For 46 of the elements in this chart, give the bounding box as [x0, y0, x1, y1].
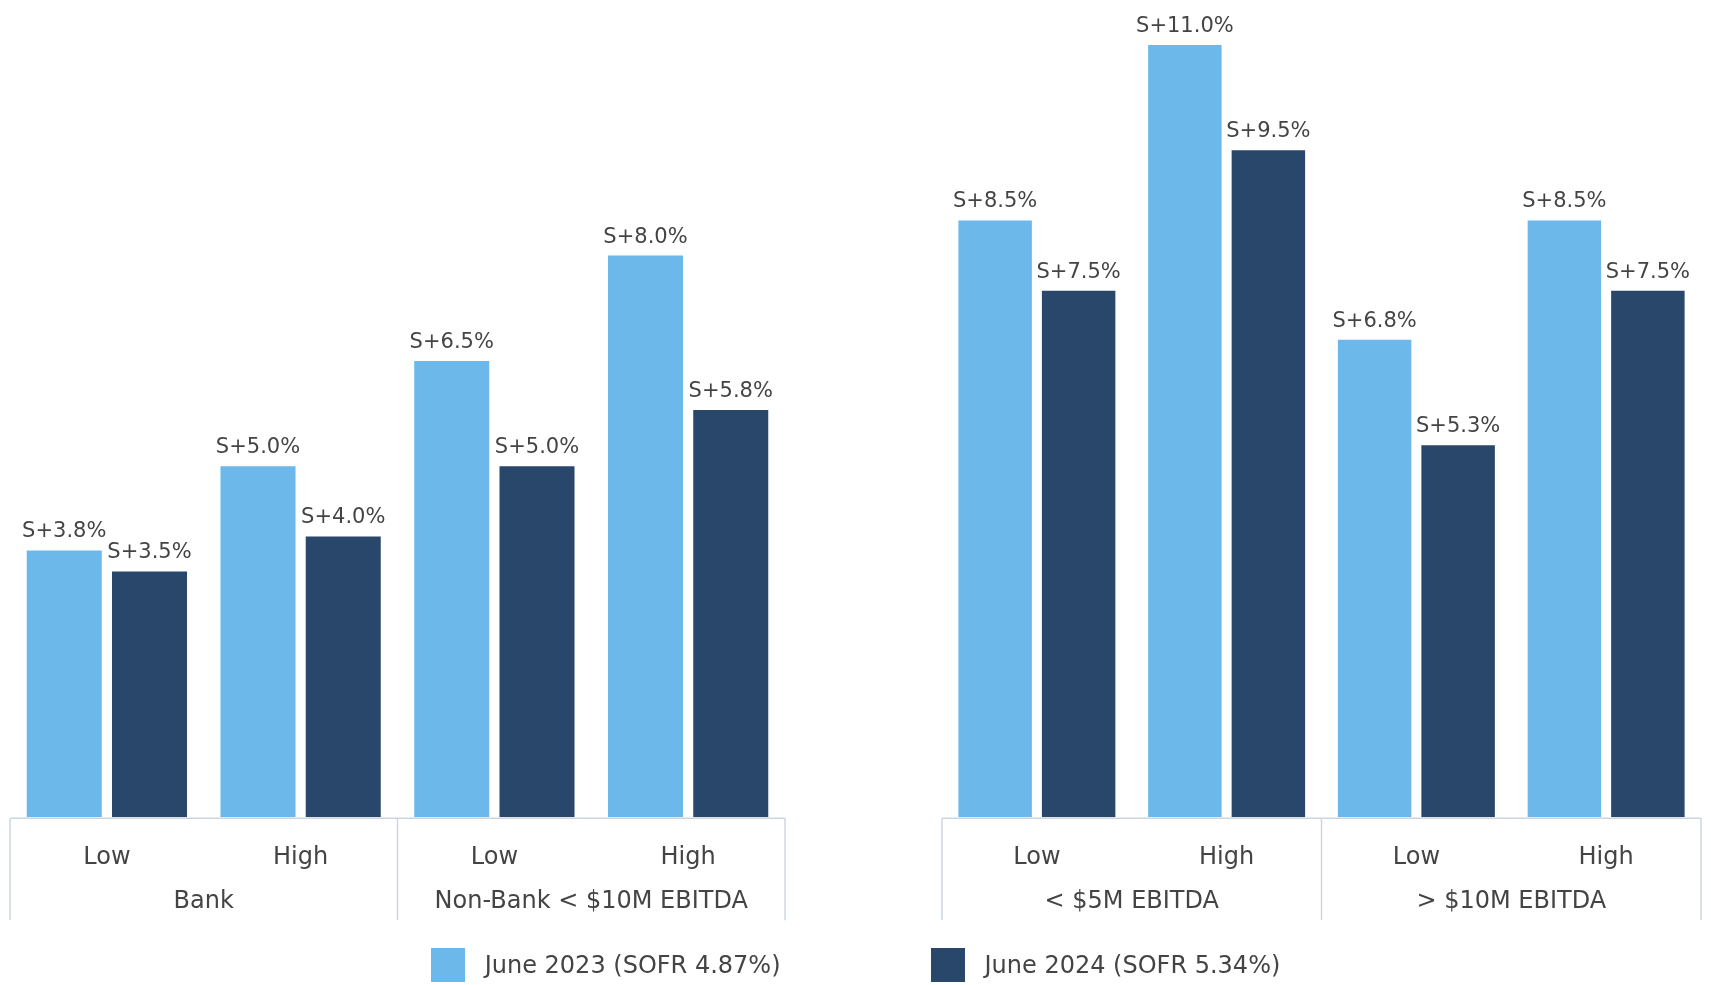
data-label: S+8.0% [603, 223, 688, 248]
data-label: S+7.5% [1036, 258, 1121, 283]
bar [1337, 339, 1412, 818]
text: Bank [173, 886, 234, 915]
bar [1527, 220, 1602, 818]
bar [607, 255, 684, 818]
data-label: S+6.8% [1332, 307, 1417, 332]
data-label: S+3.5% [107, 539, 192, 564]
data-label: S+9.5% [1226, 118, 1311, 143]
x-tick-label: Low [1013, 841, 1061, 870]
data-label: S+5.3% [1415, 413, 1501, 438]
legend-label: June 2024 (SOFR 5.34%) [984, 951, 1281, 979]
x-tick-label: High [1199, 841, 1255, 870]
x-tick-label: High [1578, 841, 1634, 870]
bar [1041, 290, 1116, 818]
x-tick-label: High [273, 841, 329, 870]
data-label: S+11.0% [1136, 12, 1234, 37]
x-tick-label: High [660, 841, 716, 870]
data-label: S+6.5% [409, 328, 494, 353]
data-label: S+3.8% [22, 518, 107, 543]
data-label: S+5.0% [215, 434, 301, 459]
data-label: S+5.0% [494, 434, 580, 459]
text: > $10M EBITDA [1416, 886, 1607, 915]
bar [1421, 445, 1495, 818]
bar [111, 571, 188, 818]
bar [958, 220, 1032, 818]
bar [414, 360, 490, 818]
bar [499, 466, 575, 818]
data-label: S+4.0% [301, 504, 386, 529]
data-label: S+8.5% [1522, 188, 1607, 213]
data-label: S+8.5% [952, 188, 1038, 213]
legend-label: June 2023 (SOFR 4.87%) [484, 951, 781, 979]
x-tick-label: Low [83, 841, 131, 870]
text: < $5M EBITDA [1044, 886, 1220, 915]
data-label: S+5.8% [688, 377, 773, 402]
bar [1231, 150, 1306, 818]
text: Non-Bank < $10M EBITDA [434, 886, 749, 915]
bar [693, 410, 769, 818]
data-label: S+7.5% [1605, 258, 1691, 283]
bar [1148, 45, 1222, 818]
x-tick-label: Low [1392, 841, 1441, 870]
bar [26, 550, 102, 818]
bar [1611, 290, 1685, 818]
bar [220, 466, 296, 818]
bar [305, 536, 381, 818]
x-tick-label: Low [470, 841, 519, 870]
